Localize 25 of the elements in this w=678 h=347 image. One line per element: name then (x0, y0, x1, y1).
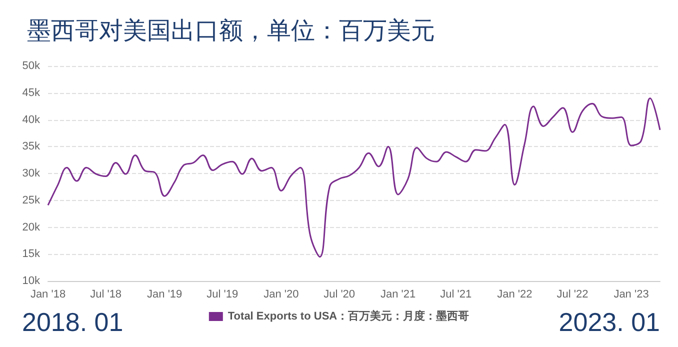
x-tick-label: Jan '18 (30, 288, 66, 300)
y-tick-label: 20k (22, 221, 40, 234)
x-tick-label: Jan '19 (147, 288, 182, 300)
text: 2018. 01 (22, 307, 124, 337)
y-tick-label: 35k (22, 140, 40, 153)
x-tick-label: Jan '21 (380, 288, 416, 300)
x-tick-label: Jul '19 (206, 288, 238, 300)
x-tick-label: Jul '20 (324, 288, 356, 300)
y-tick-label: 10k (22, 275, 40, 287)
x-tick-label: Jan '23 (614, 288, 649, 300)
x-tick-label: Jul '21 (440, 288, 472, 300)
text: 2023. 01 (558, 307, 660, 337)
x-tick-label: Jan '22 (497, 288, 532, 300)
line-series (47, 98, 661, 258)
y-tick-label: 30k (22, 168, 40, 180)
x-tick-label: Jan '20 (264, 288, 299, 300)
chart-title: 墨西哥对美国出口额，单位：百万美元 (27, 18, 435, 44)
y-tick-label: 50k (22, 60, 40, 72)
legend-label: Total Exports to USA：百万美元：月度：墨西哥 (228, 310, 470, 322)
x-tick-label: Jul '18 (90, 288, 122, 300)
x-tick-label: Jul '22 (556, 288, 588, 300)
y-tick-label: 45k (22, 86, 40, 99)
y-tick-label: 25k (22, 194, 40, 206)
y-tick-label: 15k (22, 248, 40, 260)
y-tick-label: 40k (22, 114, 40, 126)
